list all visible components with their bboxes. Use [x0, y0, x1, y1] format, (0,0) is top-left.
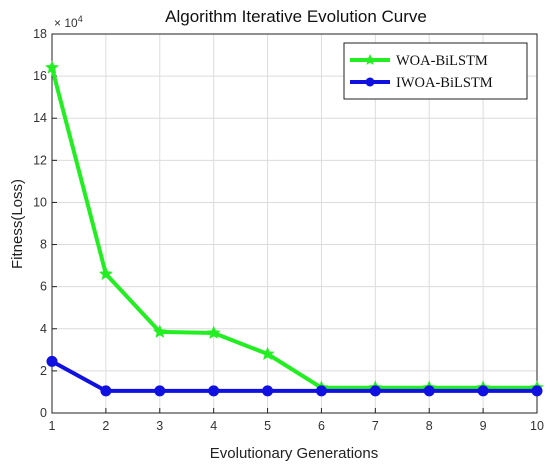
y-tick-label: 18: [33, 27, 47, 41]
data-point: [152, 324, 167, 338]
x-tick-label: 4: [210, 419, 217, 433]
data-point: [315, 385, 327, 397]
data-point: [46, 355, 58, 367]
y-axis-multiplier-exponent: 4: [78, 14, 83, 24]
x-tick-label: 6: [318, 419, 325, 433]
y-axis-multiplier-base: × 10: [54, 16, 78, 30]
y-tick-label: 10: [33, 195, 47, 209]
chart-title: Algorithm Iterative Evolution Curve: [165, 7, 427, 26]
data-point: [45, 60, 59, 74]
x-tick-label: 1: [49, 419, 56, 433]
legend-marker: [365, 77, 375, 87]
y-axis-multiplier: × 104: [54, 14, 83, 30]
x-tick-label: 10: [530, 419, 544, 433]
series-line: [50, 67, 537, 390]
x-tick-label: 8: [426, 419, 433, 433]
y-axis-label: Fitness(Loss): [9, 179, 26, 269]
data-point: [206, 325, 221, 339]
x-axis: 1 2 3 4 5 6 7 8 9 10: [49, 408, 544, 433]
data-point: [369, 385, 381, 397]
data-point: [262, 385, 274, 397]
legend-label: IWOA-BiLSTM: [396, 75, 493, 91]
legend-box: [343, 42, 528, 100]
y-tick-label: 12: [33, 153, 47, 167]
legend-item: IWOA-BiLSTM: [350, 75, 493, 91]
data-point: [423, 385, 435, 397]
legend-item: WOA-BiLSTM: [350, 53, 488, 69]
y-tick-label: 8: [40, 238, 47, 252]
series-woa-bilstm: [45, 60, 544, 394]
y-tick-label: 0: [40, 406, 47, 420]
x-tick-label: 7: [372, 419, 379, 433]
plot-area: [51, 33, 538, 414]
series-line: [51, 359, 537, 393]
data-point: [531, 385, 543, 397]
y-axis: 0 2 4 6 8 10 12 14 16 18: [33, 27, 57, 420]
data-point: [154, 385, 166, 397]
x-tick-label: 2: [102, 419, 109, 433]
data-point: [98, 266, 113, 280]
data-point: [260, 346, 275, 360]
x-tick-label: 9: [480, 419, 487, 433]
legend-label: WOA-BiLSTM: [396, 53, 488, 69]
data-point: [208, 385, 220, 397]
x-axis-label: Evolutionary Generations: [210, 445, 378, 462]
x-tick-label: 3: [156, 419, 163, 433]
data-point: [100, 385, 112, 397]
y-tick-label: 2: [40, 364, 47, 378]
y-tick-label: 4: [40, 322, 47, 336]
y-tick-label: 14: [33, 111, 47, 125]
legend-marker: [364, 54, 376, 65]
legend: WOA-BiLSTM IWOA-BiLSTM: [343, 42, 528, 100]
data-point: [477, 385, 489, 397]
series-layer: [45, 60, 544, 397]
y-tick-label: 6: [40, 280, 47, 294]
series-iwoa-bilstm: [46, 355, 543, 397]
y-tick-label: 16: [33, 69, 47, 83]
x-tick-label: 5: [264, 419, 271, 433]
